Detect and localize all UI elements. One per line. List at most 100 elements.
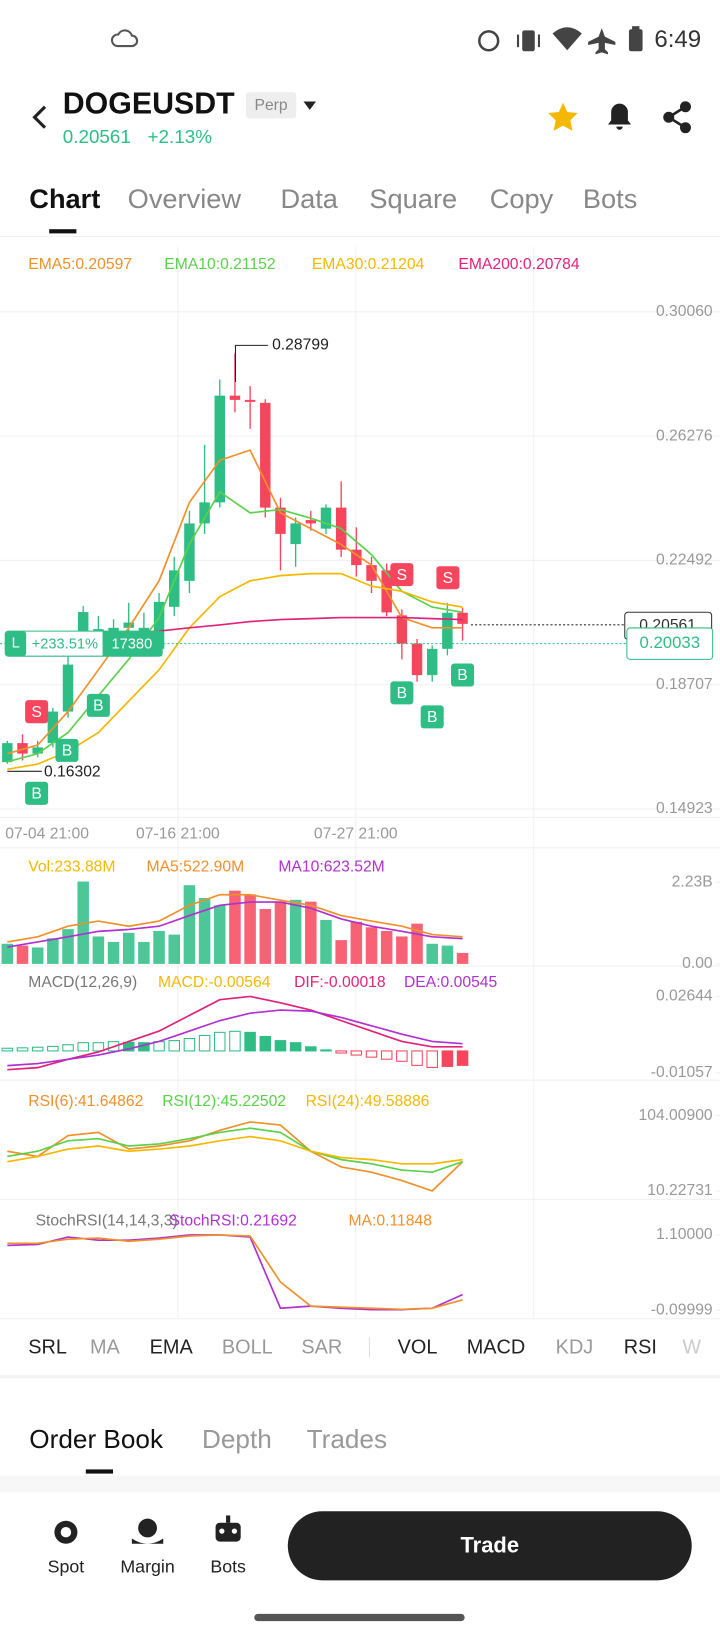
legend-entry: RSI(6):41.64862 bbox=[28, 1093, 143, 1110]
macd-bar bbox=[456, 1050, 469, 1066]
candle-body bbox=[17, 743, 28, 754]
trade-label[interactable]: Trade bbox=[460, 1533, 519, 1558]
volume-bar bbox=[411, 923, 423, 964]
indicator-toggle[interactable]: VOL bbox=[398, 1336, 438, 1358]
legend-entry: EMA200:0.20784 bbox=[458, 256, 580, 273]
candle-body bbox=[366, 565, 377, 581]
volume-bar bbox=[259, 908, 272, 964]
indicator-toggle[interactable]: RSI bbox=[624, 1336, 657, 1358]
trade-button[interactable] bbox=[287, 1511, 692, 1581]
volume-bar bbox=[77, 881, 89, 964]
tab[interactable]: Bots bbox=[583, 183, 637, 214]
macd-bar bbox=[274, 1040, 287, 1052]
volume-bar bbox=[365, 927, 378, 964]
macd-bar bbox=[62, 1044, 74, 1052]
trade-marker bbox=[390, 563, 414, 587]
macd-bar bbox=[335, 1050, 347, 1054]
nav-label[interactable]: Bots bbox=[210, 1556, 246, 1576]
favorite-star[interactable] bbox=[548, 102, 578, 131]
dropdown[interactable] bbox=[303, 101, 317, 110]
indicator-toggle[interactable]: KDJ bbox=[556, 1336, 594, 1358]
indicator-toggle[interactable]: MACD bbox=[467, 1336, 526, 1358]
indicator-toggle[interactable]: SRL bbox=[28, 1336, 67, 1358]
candle-body bbox=[260, 402, 271, 508]
trade-marker-label: B bbox=[62, 743, 72, 760]
candle-body bbox=[457, 612, 468, 624]
nav-label[interactable]: Margin bbox=[120, 1556, 174, 1576]
candle-body bbox=[396, 615, 408, 644]
candle-body bbox=[184, 523, 195, 581]
candle-body bbox=[32, 747, 43, 754]
perp-badge: Perp bbox=[254, 97, 287, 114]
panel-grid bbox=[0, 246, 720, 1320]
y-tick-label: 0.30060 bbox=[656, 303, 713, 320]
y-tick-label: -0.01057 bbox=[651, 1064, 713, 1081]
indicator-line bbox=[7, 449, 463, 755]
position-side: L bbox=[12, 636, 20, 652]
share-icon[interactable] bbox=[663, 101, 691, 134]
order-tab[interactable]: Trades bbox=[307, 1424, 387, 1454]
candle-body bbox=[199, 502, 210, 524]
volume-bar bbox=[214, 905, 226, 964]
volume-bar bbox=[122, 932, 135, 964]
legend-entry: RSI(12):45.22502 bbox=[162, 1093, 286, 1110]
volume-bar bbox=[350, 921, 363, 964]
order-tab[interactable]: Order Book bbox=[29, 1424, 164, 1454]
y-tick-label: 0.00 bbox=[682, 955, 713, 972]
tab[interactable]: Chart bbox=[29, 183, 100, 214]
volume-bar bbox=[289, 899, 302, 964]
candle-body bbox=[305, 520, 317, 524]
indicator-line bbox=[7, 490, 463, 763]
tab[interactable]: Overview bbox=[128, 183, 242, 214]
candle-body bbox=[123, 622, 134, 628]
candle-body bbox=[290, 523, 301, 545]
y-tick-label: 0.18707 bbox=[656, 676, 713, 693]
tab[interactable]: Data bbox=[280, 183, 338, 214]
x-tick-label: 07-16 21:00 bbox=[136, 825, 220, 842]
indicator-toggle[interactable]: EMA bbox=[150, 1336, 194, 1358]
macd-bar bbox=[244, 1031, 256, 1052]
indicator-toggle[interactable]: BOLL bbox=[222, 1336, 273, 1358]
macd-bar bbox=[411, 1050, 423, 1066]
volume-bar bbox=[229, 890, 241, 964]
macd-bar bbox=[16, 1047, 29, 1052]
macd-bar bbox=[168, 1040, 180, 1052]
candle-body bbox=[169, 570, 180, 607]
tab[interactable]: Copy bbox=[490, 183, 554, 214]
volume-bar bbox=[380, 930, 393, 964]
indicator-toggle[interactable]: MA bbox=[90, 1336, 121, 1358]
indicator-toggle[interactable]: SAR bbox=[301, 1336, 342, 1358]
volume-bar bbox=[244, 894, 256, 964]
legend-entry: EMA30:0.21204 bbox=[312, 256, 425, 273]
tab-underline bbox=[85, 1469, 114, 1474]
legend-entry: MA:0.11848 bbox=[348, 1213, 432, 1230]
trade-marker bbox=[25, 781, 49, 805]
high-pointer bbox=[234, 344, 268, 383]
tab[interactable]: Square bbox=[369, 183, 457, 214]
order-tab[interactable]: Depth bbox=[202, 1424, 272, 1454]
indicator-line bbox=[7, 572, 463, 771]
nav-label[interactable]: Spot bbox=[48, 1556, 85, 1576]
indicator-toggle[interactable]: W bbox=[682, 1336, 701, 1358]
back-button[interactable] bbox=[32, 105, 47, 129]
indicator-line bbox=[7, 901, 463, 948]
legend-title: StochRSI(14,14,3,3) bbox=[36, 1213, 178, 1230]
indicator-line bbox=[7, 1121, 464, 1192]
macd-bar bbox=[1, 1047, 14, 1052]
y-tick-label: 2.23B bbox=[672, 873, 713, 890]
indicator-line bbox=[7, 1234, 463, 1311]
legend-entry: EMA5:0.20597 bbox=[28, 256, 132, 273]
candle-body bbox=[244, 399, 256, 402]
alert-icon[interactable] bbox=[608, 103, 632, 130]
indicator-line bbox=[7, 1135, 463, 1165]
macd-bar bbox=[365, 1050, 378, 1058]
macd-bar bbox=[47, 1045, 59, 1052]
volume-bar bbox=[138, 941, 150, 964]
legend-title: MACD(12,26,9) bbox=[28, 974, 137, 991]
position-side-bg bbox=[5, 631, 27, 657]
macd-bar bbox=[380, 1050, 393, 1060]
volume-bar bbox=[274, 901, 287, 964]
volume-bar bbox=[92, 936, 105, 964]
